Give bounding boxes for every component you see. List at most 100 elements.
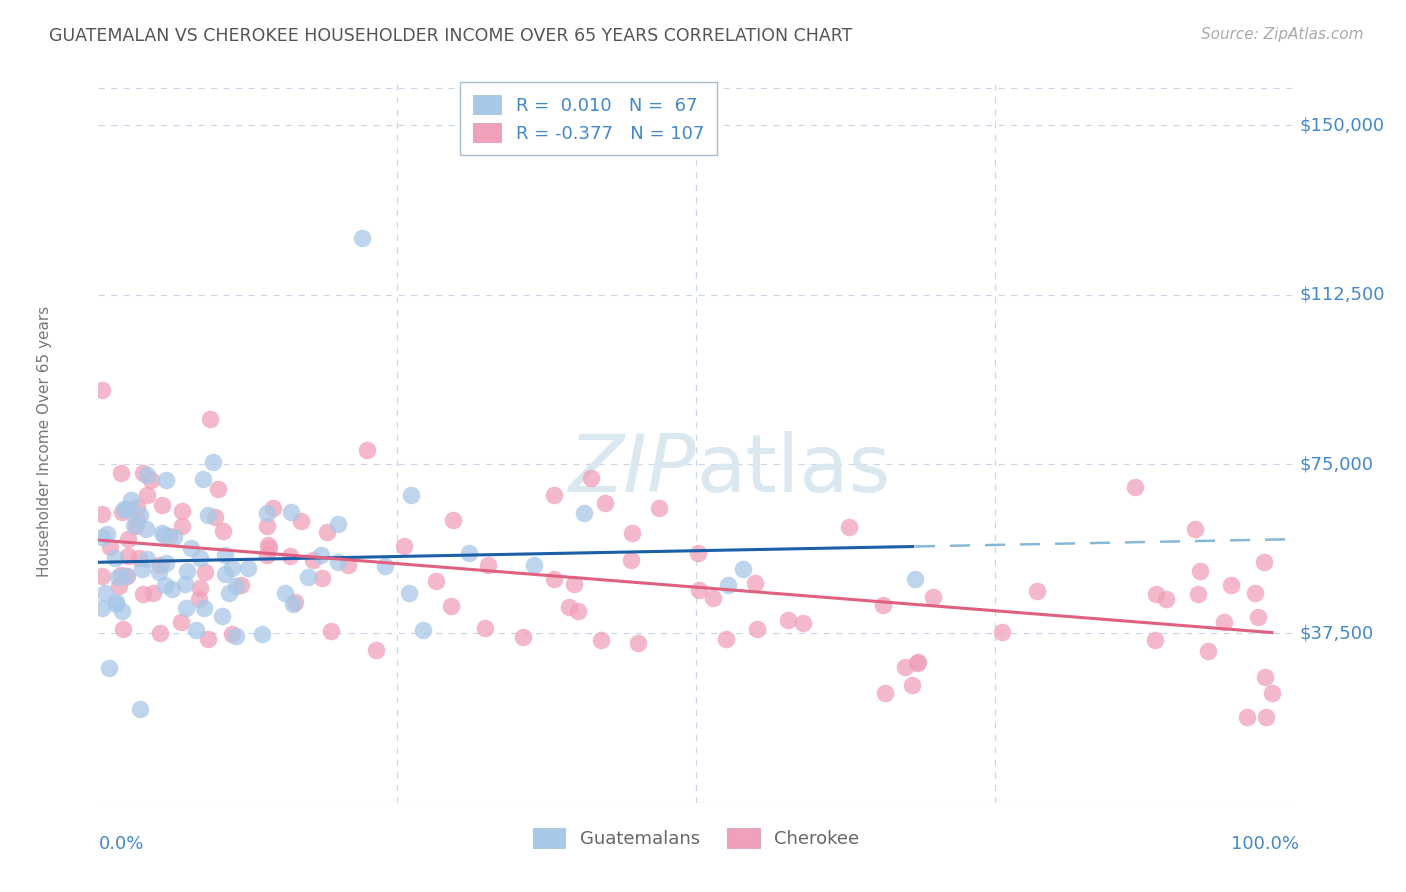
Point bbox=[1261, 686, 1284, 700]
Point bbox=[129, 702, 152, 716]
Text: $112,500: $112,500 bbox=[1299, 285, 1385, 304]
Point bbox=[111, 604, 134, 618]
Text: Householder Income Over 65 years: Householder Income Over 65 years bbox=[37, 306, 52, 577]
Point bbox=[120, 492, 142, 507]
Point bbox=[91, 600, 114, 615]
Point bbox=[702, 591, 724, 605]
Point bbox=[214, 567, 236, 582]
Point bbox=[127, 500, 149, 515]
Point bbox=[1026, 583, 1049, 598]
Point bbox=[122, 518, 145, 533]
Point bbox=[117, 549, 139, 563]
Point bbox=[905, 656, 928, 670]
Text: 0.0%: 0.0% bbox=[98, 835, 143, 854]
Point bbox=[180, 541, 202, 555]
Point bbox=[155, 473, 177, 487]
Point bbox=[412, 623, 434, 637]
Point bbox=[1254, 710, 1277, 724]
Text: Source: ZipAtlas.com: Source: ZipAtlas.com bbox=[1201, 27, 1364, 42]
Point bbox=[457, 546, 479, 560]
Point bbox=[150, 499, 173, 513]
Point bbox=[319, 624, 342, 638]
Point bbox=[135, 468, 157, 483]
Point bbox=[187, 592, 209, 607]
Point bbox=[141, 473, 163, 487]
Point bbox=[91, 383, 114, 397]
Point bbox=[125, 513, 148, 527]
Point bbox=[111, 622, 134, 636]
Text: ZIP: ZIP bbox=[568, 432, 696, 509]
Point bbox=[474, 621, 496, 635]
Point bbox=[190, 582, 212, 596]
Point bbox=[1253, 555, 1275, 569]
Point bbox=[204, 509, 226, 524]
Point bbox=[256, 538, 278, 552]
Point bbox=[108, 579, 131, 593]
Point bbox=[1123, 480, 1146, 494]
Point bbox=[290, 514, 312, 528]
Point bbox=[197, 508, 219, 522]
Point bbox=[337, 558, 360, 572]
Point bbox=[160, 582, 183, 597]
Point bbox=[221, 560, 243, 574]
Point bbox=[91, 530, 114, 544]
Point bbox=[1213, 615, 1236, 630]
Point bbox=[425, 574, 447, 589]
Point bbox=[104, 595, 127, 609]
Point bbox=[1184, 522, 1206, 536]
Point bbox=[1244, 585, 1267, 599]
Point bbox=[107, 569, 129, 583]
Point bbox=[281, 597, 304, 611]
Point bbox=[564, 576, 586, 591]
Point bbox=[274, 586, 297, 600]
Point bbox=[1189, 564, 1212, 578]
Point bbox=[904, 572, 927, 586]
Point bbox=[104, 597, 127, 611]
Point bbox=[792, 616, 814, 631]
Point bbox=[744, 576, 766, 591]
Point bbox=[197, 632, 219, 646]
Point bbox=[311, 548, 333, 562]
Point bbox=[398, 586, 420, 600]
Point bbox=[98, 540, 121, 554]
Point bbox=[991, 625, 1014, 640]
Point bbox=[155, 557, 177, 571]
Point bbox=[1254, 670, 1277, 684]
Point bbox=[188, 551, 211, 566]
Point bbox=[1143, 633, 1166, 648]
Point bbox=[225, 629, 247, 643]
Point bbox=[262, 500, 284, 515]
Point bbox=[1144, 587, 1167, 601]
Point bbox=[900, 678, 922, 692]
Point bbox=[717, 578, 740, 592]
Point bbox=[221, 627, 243, 641]
Point bbox=[778, 614, 800, 628]
Point bbox=[280, 505, 302, 519]
Point bbox=[94, 586, 117, 600]
Point bbox=[91, 568, 114, 582]
Point bbox=[238, 560, 260, 574]
Point bbox=[135, 522, 157, 536]
Point bbox=[152, 528, 174, 542]
Point bbox=[311, 570, 333, 584]
Point bbox=[191, 472, 214, 486]
Point bbox=[572, 506, 595, 520]
Point bbox=[558, 599, 581, 614]
Point bbox=[627, 636, 650, 650]
Point bbox=[907, 655, 929, 669]
Text: $75,000: $75,000 bbox=[1299, 455, 1374, 473]
Point bbox=[595, 496, 617, 510]
Point bbox=[316, 525, 339, 540]
Point bbox=[1197, 644, 1219, 658]
Point bbox=[257, 541, 280, 555]
Point bbox=[104, 551, 127, 566]
Point bbox=[278, 549, 301, 564]
Point bbox=[543, 488, 565, 502]
Point bbox=[96, 527, 118, 541]
Point bbox=[163, 530, 186, 544]
Point bbox=[207, 483, 229, 497]
Point bbox=[110, 466, 132, 480]
Point bbox=[225, 579, 247, 593]
Point bbox=[366, 642, 388, 657]
Point bbox=[98, 661, 121, 675]
